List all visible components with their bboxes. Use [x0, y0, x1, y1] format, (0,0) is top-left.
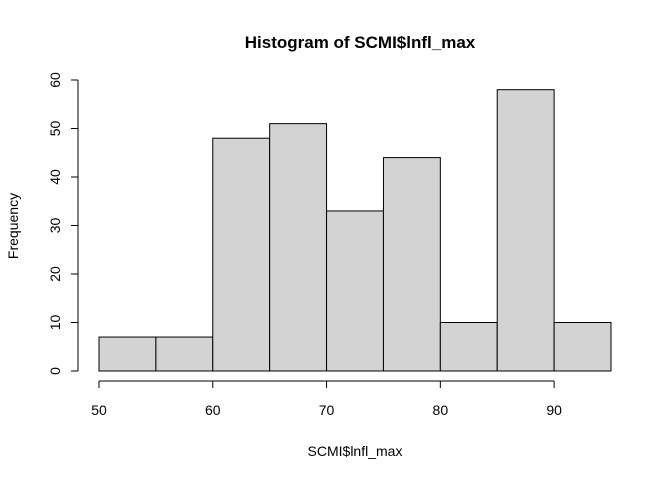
bars-group — [98, 89, 612, 372]
y-tick-label-0: 0 — [47, 367, 63, 375]
y-tick-label-10: 10 — [47, 315, 63, 331]
y-axis: 0 10 20 30 40 50 60 — [47, 72, 79, 375]
y-tick-label-60: 60 — [47, 72, 63, 88]
histogram-bar-70-75 — [326, 210, 384, 372]
x-tick-label-50: 50 — [91, 402, 107, 418]
x-tick-label-90: 90 — [546, 402, 562, 418]
histogram-bar-60-65 — [212, 137, 271, 372]
y-axis-label: Frequency — [5, 193, 21, 259]
y-tick-label-50: 50 — [47, 121, 63, 137]
x-axis-label: SCMI$lnfl_max — [308, 443, 403, 459]
y-tick-label-30: 30 — [47, 218, 63, 234]
histogram-bar-50-55 — [98, 336, 157, 372]
histogram-bar-65-70 — [269, 123, 328, 372]
x-tick-label-60: 60 — [205, 402, 221, 418]
y-tick-label-40: 40 — [47, 169, 63, 185]
chart-title: Histogram of SCMI$lnfl_max — [245, 33, 476, 52]
histogram-bar-55-60 — [155, 336, 214, 372]
x-tick-label-80: 80 — [433, 402, 449, 418]
x-tick-label-70: 70 — [319, 402, 335, 418]
x-axis: 50 60 70 80 90 — [91, 380, 562, 418]
histogram-bar-80-85 — [439, 322, 498, 372]
y-tick-label-20: 20 — [47, 266, 63, 282]
histogram-bar-75-80 — [382, 157, 441, 372]
histogram-bar-90-95 — [553, 322, 612, 372]
histogram-bar-85-90 — [496, 89, 555, 372]
